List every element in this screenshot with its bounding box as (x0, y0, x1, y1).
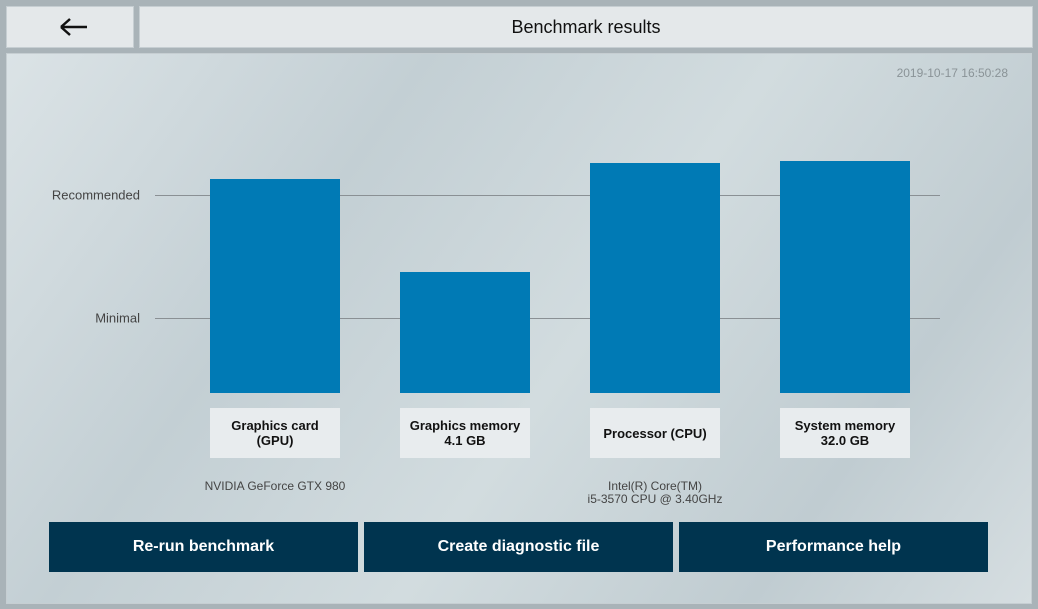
bar (780, 161, 910, 393)
timestamp: 2019-10-17 16:50:28 (896, 66, 1008, 80)
y-tick-label: Recommended (51, 187, 140, 203)
page-title: Benchmark results (511, 16, 661, 37)
category-label: System memory 32.0 GB (780, 408, 910, 458)
y-tick-label: Minimal (95, 310, 140, 326)
action-button[interactable]: Create diagnostic file (364, 522, 673, 572)
back-arrow (60, 18, 87, 36)
title-bar: Benchmark results (139, 6, 1033, 48)
bar (400, 272, 530, 393)
category-label: Processor (CPU) (590, 408, 720, 458)
hardware-name: Intel(R) Core(TM) i5-3570 CPU @ 3.40GHz (587, 479, 723, 506)
grid-line (155, 317, 940, 319)
hardware-name: NVIDIA GeForce GTX 980 (204, 479, 346, 493)
grid-line (155, 195, 940, 196)
category-label: Graphics card (GPU) (210, 408, 340, 458)
action-button[interactable]: Re-run benchmark (49, 522, 358, 572)
bar (210, 179, 340, 393)
back-button[interactable] (6, 6, 134, 48)
bar (590, 163, 720, 393)
action-button[interactable]: Performance help (679, 522, 988, 572)
category-label: Graphics memory 4.1 GB (400, 408, 530, 458)
